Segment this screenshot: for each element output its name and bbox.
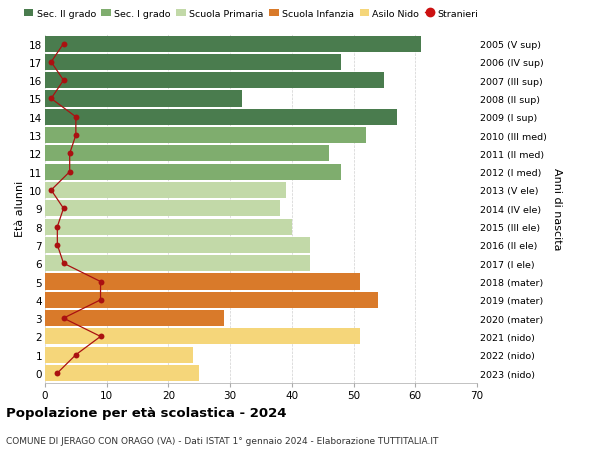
Bar [45,110,397,126]
Bar [45,183,286,199]
Point [53,369,62,377]
Point [59,315,68,322]
Point [46,59,56,67]
Legend: Sec. II grado, Sec. I grado, Scuola Primaria, Scuola Infanzia, Asilo Nido, Stran: Sec. II grado, Sec. I grado, Scuola Prim… [24,10,478,18]
Y-axis label: Anni di nascita: Anni di nascita [552,168,562,250]
Text: COMUNE DI JERAGO CON ORAGO (VA) - Dati ISTAT 1° gennaio 2024 - Elaborazione TUTT: COMUNE DI JERAGO CON ORAGO (VA) - Dati I… [6,436,439,445]
Y-axis label: Età alunni: Età alunni [15,181,25,237]
Bar [45,164,341,180]
Bar [45,91,242,107]
Point [59,77,68,84]
Text: Popolazione per età scolastica - 2024: Popolazione per età scolastica - 2024 [6,406,287,419]
Point [71,351,80,358]
Point [96,297,106,304]
Bar [45,347,193,363]
Bar [45,274,360,290]
Bar [45,310,224,326]
Bar [45,292,378,308]
Point [71,114,80,121]
Bar [45,36,421,52]
Point [65,151,74,158]
Point [59,41,68,48]
Bar [45,219,292,235]
Bar [45,146,329,162]
Point [59,205,68,213]
Point [53,224,62,231]
Point [71,132,80,140]
Bar [45,237,310,253]
Point [96,333,106,341]
Bar [45,201,280,217]
Bar [45,256,310,272]
Point [46,95,56,103]
Bar [45,73,385,89]
Point [59,260,68,267]
Point [65,168,74,176]
Bar [45,329,360,345]
Point [53,242,62,249]
Bar [45,365,199,381]
Point [46,187,56,194]
Bar [45,128,366,144]
Point [96,278,106,285]
Bar [45,55,341,71]
